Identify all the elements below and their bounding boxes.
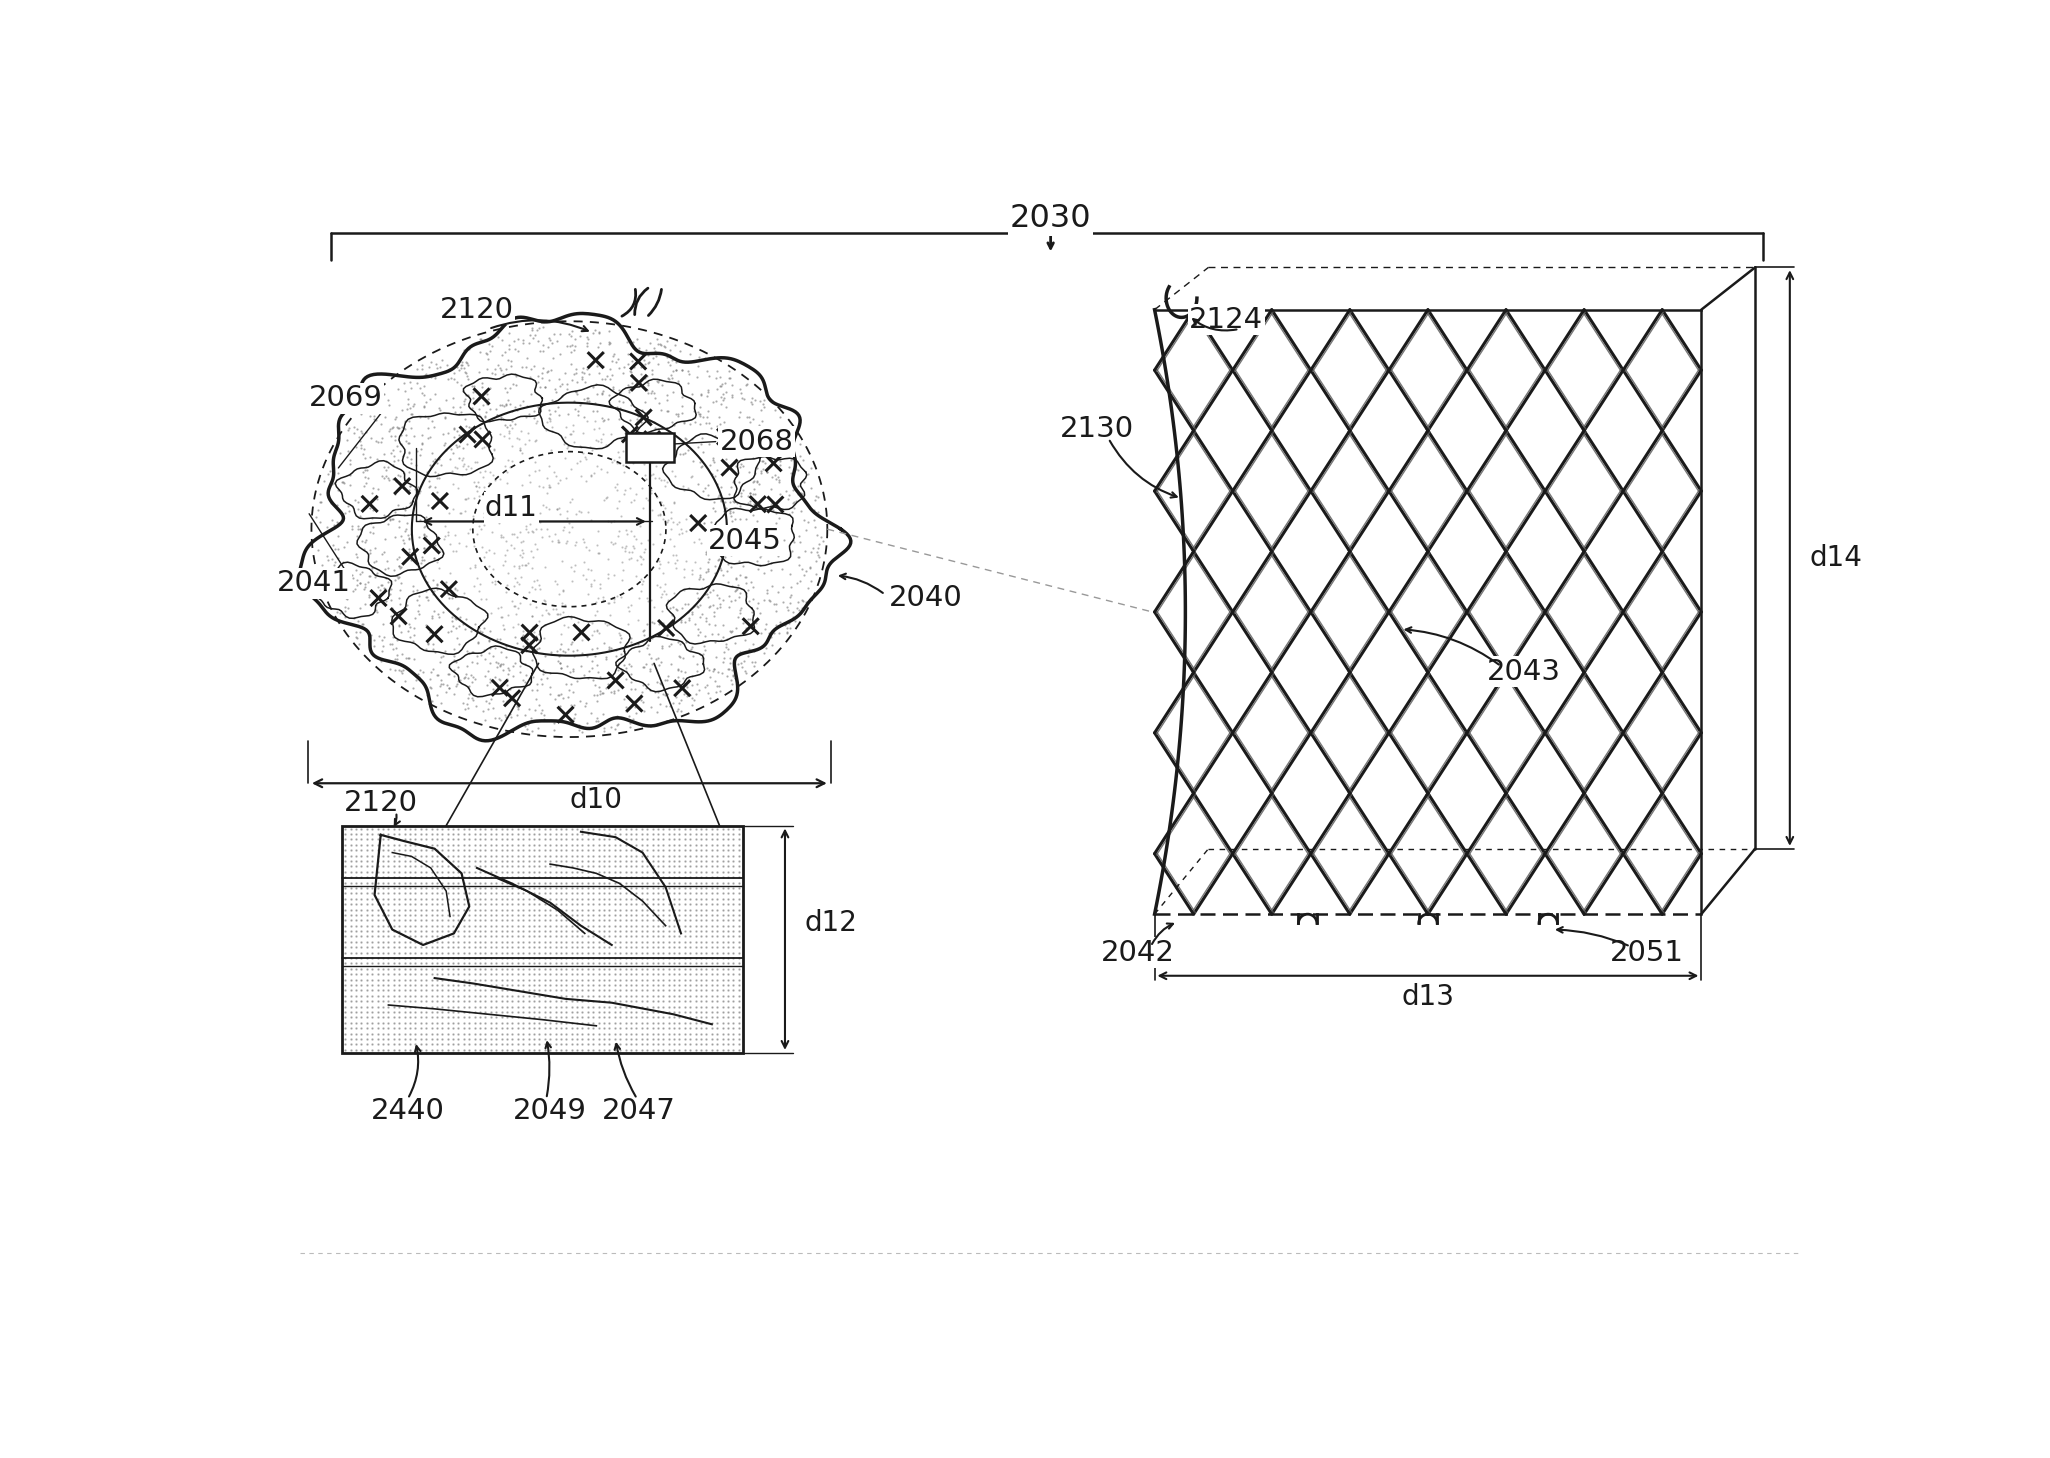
Text: 2041: 2041 — [277, 569, 351, 598]
Text: 2051: 2051 — [1611, 939, 1685, 967]
Text: d11: d11 — [486, 494, 537, 522]
Text: 2068: 2068 — [720, 427, 793, 455]
Text: d13: d13 — [1402, 983, 1453, 1012]
Text: 2042: 2042 — [1101, 939, 1175, 967]
Text: 2049: 2049 — [512, 1096, 586, 1124]
Text: 2120: 2120 — [441, 296, 515, 324]
Text: 2047: 2047 — [603, 1096, 676, 1124]
Bar — [627, 433, 674, 462]
Text: d12: d12 — [804, 910, 857, 937]
Text: 2030: 2030 — [1011, 203, 1091, 235]
Text: 2120: 2120 — [344, 789, 418, 816]
Bar — [342, 825, 742, 1053]
Text: 2130: 2130 — [1060, 416, 1134, 443]
Text: d14: d14 — [1808, 544, 1861, 572]
Text: 2124: 2124 — [1189, 306, 1263, 334]
Text: d10: d10 — [570, 786, 623, 814]
Text: 2069: 2069 — [310, 385, 383, 413]
Text: 2440: 2440 — [371, 1096, 445, 1124]
Text: 2040: 2040 — [890, 585, 964, 612]
Text: 2043: 2043 — [1486, 658, 1562, 685]
Text: 2045: 2045 — [707, 526, 781, 554]
